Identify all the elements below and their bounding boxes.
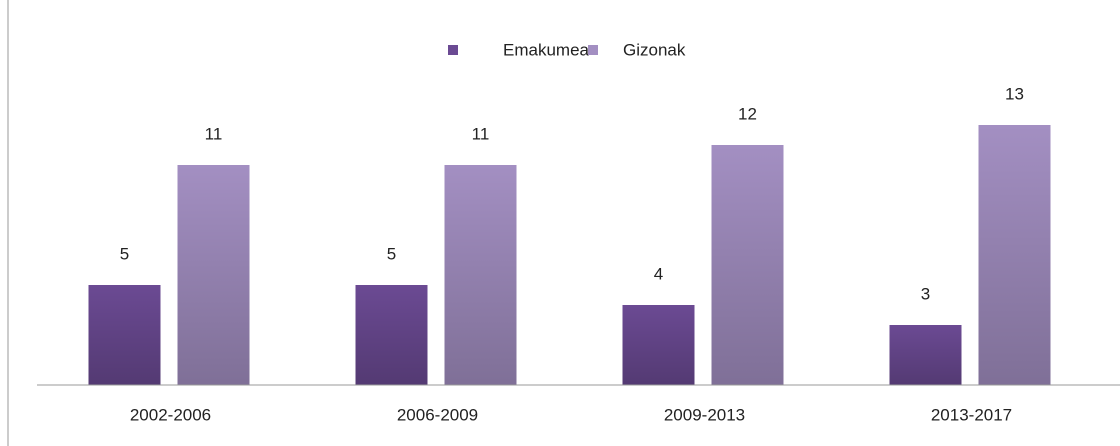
legend-label: Gizonak xyxy=(623,40,686,59)
data-label: 5 xyxy=(120,244,129,263)
x-tick-label: 2002-2006 xyxy=(130,405,211,424)
bar-shade xyxy=(622,305,695,385)
data-label: 5 xyxy=(387,244,396,263)
legend-label: Emakumea xyxy=(503,40,590,59)
bar-shade xyxy=(177,165,250,385)
bar-shade xyxy=(889,325,962,385)
data-label: 11 xyxy=(472,124,490,143)
bar-shade xyxy=(444,165,517,385)
bar-shade xyxy=(355,285,428,385)
data-label: 3 xyxy=(921,284,930,303)
legend-swatch xyxy=(588,45,598,55)
data-label: 4 xyxy=(654,264,663,283)
x-tick-label: 2009-2013 xyxy=(664,405,745,424)
bar-shade xyxy=(978,125,1051,385)
x-tick-label: 2006-2009 xyxy=(397,405,478,424)
x-tick-label: 2013-2017 xyxy=(931,405,1012,424)
data-label: 13 xyxy=(1005,84,1024,103)
bar-shade xyxy=(88,285,161,385)
data-label: 11 xyxy=(205,124,223,143)
data-label: 12 xyxy=(738,104,757,123)
legend-swatch xyxy=(448,45,458,55)
bar-shade xyxy=(711,145,784,385)
